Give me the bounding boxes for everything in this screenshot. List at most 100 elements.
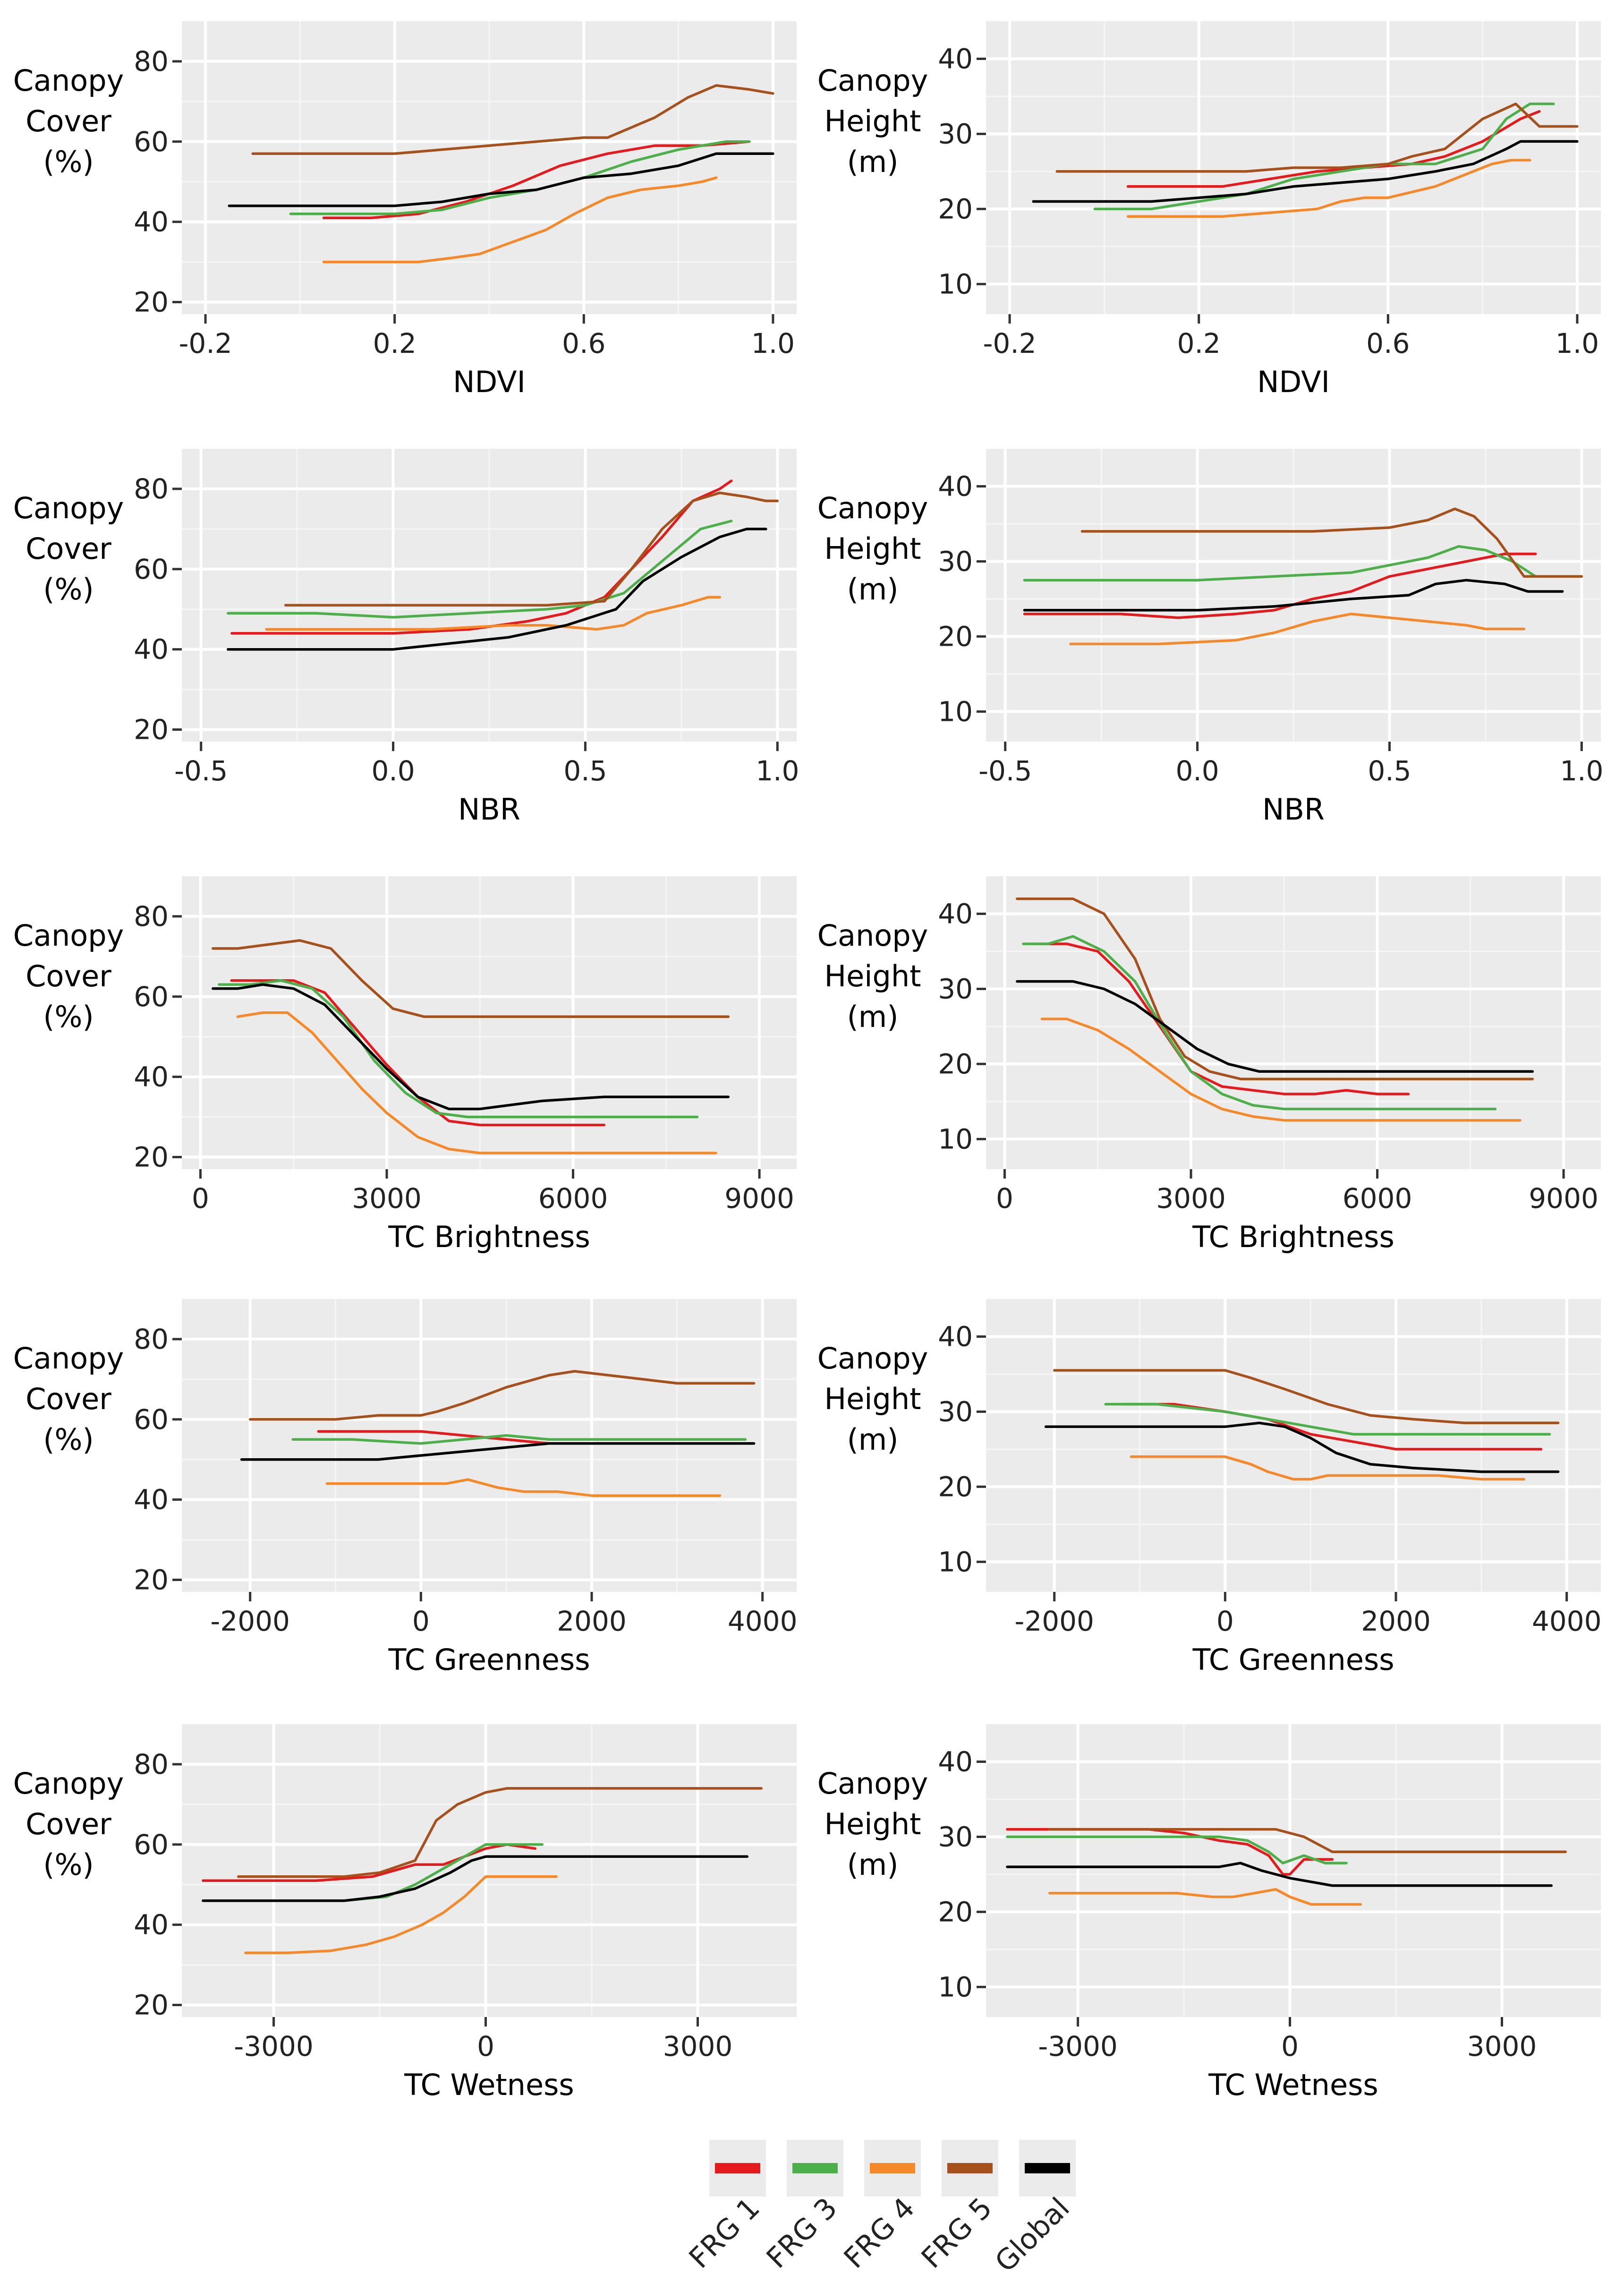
- y-axis-title-line: Height: [825, 1382, 921, 1416]
- series-line-frg-1: [1034, 942, 1410, 1095]
- x-axis-title: TC Brightness: [388, 1220, 590, 1254]
- y-tick-label: 60: [134, 1829, 169, 1861]
- x-axis-title: TC Brightness: [1192, 1220, 1394, 1254]
- y-tick-label: 60: [134, 553, 169, 585]
- series-line-frg-3: [1023, 545, 1537, 581]
- x-axis-title: NBR: [1262, 792, 1325, 827]
- y-tick-label: 40: [938, 43, 973, 75]
- y-tick-label: 20: [134, 714, 169, 746]
- x-tick-label: 0: [996, 1182, 1013, 1214]
- y-tick-label: 20: [134, 286, 169, 318]
- series-line-frg-3: [1093, 103, 1555, 211]
- series-line-frg-1: [1023, 552, 1537, 619]
- x-tick-label: 3000: [1467, 2030, 1537, 2062]
- y-axis-title-line: Canopy: [13, 491, 124, 525]
- plot-background: [182, 876, 797, 1169]
- plot-background: [182, 1299, 797, 1592]
- series-line-global: [228, 152, 774, 207]
- y-axis-title-line: (%): [43, 572, 94, 607]
- y-axis-title-line: (%): [43, 1422, 94, 1457]
- series-line-frg-5: [237, 1787, 763, 1878]
- y-tick-label: 80: [134, 473, 169, 505]
- y-axis-title-line: Canopy: [817, 918, 928, 953]
- x-tick-label: 0.0: [1175, 755, 1219, 787]
- series-line-global: [240, 1442, 756, 1461]
- y-tick-label: 20: [938, 620, 973, 652]
- y-tick-label: 10: [938, 1971, 973, 2003]
- x-tick-label: -0.5: [174, 755, 228, 787]
- chart-panel-7: 20 40 60 80 -2000 0 2000 4000 TC Greenness Canopy…: [13, 1299, 798, 1677]
- x-tick-label: 3000: [663, 2030, 733, 2062]
- x-tick-label: 9000: [724, 1182, 794, 1214]
- y-tick-label: 20: [938, 193, 973, 225]
- chart-panel-2: 10 20 30 40 -0.2 0.2 0.6 1.0 NDVI Canopy Height (m): [817, 21, 1601, 399]
- x-axis-title: TC Wetness: [1208, 2068, 1378, 2102]
- x-tick-label: 0: [1216, 1605, 1234, 1637]
- y-axis-title-line: Cover: [26, 1382, 111, 1416]
- y-axis-title-line: Height: [825, 104, 921, 138]
- y-tick-label: 20: [938, 1048, 973, 1080]
- y-tick-label: 20: [134, 1141, 169, 1173]
- series-line-frg-4: [325, 1478, 722, 1497]
- series-line-global: [1023, 579, 1564, 612]
- y-tick-label: 80: [134, 1323, 169, 1355]
- series-line-frg-3: [1104, 1402, 1551, 1436]
- x-tick-label: 0.6: [562, 327, 605, 359]
- y-tick-label: 30: [938, 1395, 973, 1428]
- x-tick-label: 6000: [538, 1182, 608, 1214]
- y-axis-title-line: Cover: [26, 1807, 111, 1841]
- y-tick-label: 20: [938, 1896, 973, 1928]
- y-axis-title-line: (m): [847, 1422, 899, 1457]
- x-tick-label: 0: [412, 1605, 430, 1637]
- x-tick-label: -2000: [210, 1605, 290, 1637]
- y-axis-title-line: Canopy: [13, 1341, 124, 1376]
- x-tick-label: -0.2: [179, 327, 232, 359]
- y-axis-title-line: (m): [847, 1847, 899, 1882]
- series-line-global: [1044, 1421, 1560, 1473]
- series-line-global: [202, 1855, 748, 1902]
- series-line-frg-5: [1053, 1369, 1560, 1425]
- series-line-global: [1016, 980, 1534, 1073]
- x-tick-label: 1.0: [756, 755, 799, 787]
- series-line-frg-3: [1022, 935, 1497, 1111]
- x-tick-label: 1.0: [751, 327, 795, 359]
- y-tick-label: 40: [134, 206, 169, 238]
- y-axis-title-line: Cover: [26, 959, 111, 993]
- y-tick-label: 20: [938, 1470, 973, 1503]
- x-tick-label: -3000: [234, 2030, 314, 2062]
- series-line-frg-4: [265, 596, 721, 631]
- series-line-frg-4: [1040, 1017, 1522, 1122]
- x-tick-label: 0.0: [371, 755, 415, 787]
- chart-panel-6: 10 20 30 40 0 3000 6000 9000 TC Brightness Canopy…: [817, 876, 1601, 1254]
- x-axis-title: NDVI: [453, 365, 526, 399]
- x-tick-label: 1.0: [1560, 755, 1603, 787]
- series-line-global: [1032, 140, 1579, 203]
- series-line-frg-1: [202, 1843, 537, 1882]
- y-tick-label: 30: [938, 973, 973, 1005]
- series-line-frg-5: [1048, 1828, 1567, 1854]
- y-tick-label: 80: [134, 45, 169, 77]
- x-tick-label: 1.0: [1556, 327, 1599, 359]
- y-axis-title-line: (%): [43, 145, 94, 179]
- y-tick-label: 20: [134, 1989, 169, 2021]
- y-axis-title-line: Cover: [26, 531, 111, 566]
- y-tick-label: 10: [938, 695, 973, 727]
- series-line-frg-4: [1048, 1888, 1362, 1906]
- y-axis-title-line: Canopy: [13, 918, 124, 953]
- y-axis-title-line: Canopy: [13, 1766, 124, 1801]
- x-tick-label: 0.5: [1368, 755, 1411, 787]
- series-line-frg-5: [212, 939, 730, 1018]
- series-line-frg-4: [1126, 159, 1531, 218]
- y-tick-label: 30: [938, 545, 973, 577]
- x-tick-label: 3000: [352, 1182, 422, 1214]
- x-tick-label: 4000: [728, 1605, 798, 1637]
- x-axis-title: TC Wetness: [404, 2068, 574, 2102]
- y-tick-label: 10: [938, 1546, 973, 1578]
- y-axis-title-line: (%): [43, 1847, 94, 1882]
- y-tick-label: 40: [134, 1909, 169, 1941]
- series-line-global: [1006, 1862, 1553, 1887]
- plot-background: [182, 1724, 797, 2017]
- series-line-global: [212, 983, 730, 1111]
- chart-panel-3: 20 40 60 80 -0.5 0.0 0.5 1.0 NBR Canopy Cover (%): [13, 449, 799, 827]
